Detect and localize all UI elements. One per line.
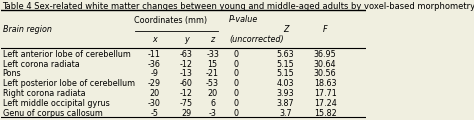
- Text: 0: 0: [234, 69, 239, 78]
- Text: -36: -36: [148, 60, 161, 69]
- Text: z: z: [210, 35, 215, 44]
- Text: -33: -33: [206, 50, 219, 59]
- Text: -75: -75: [180, 99, 193, 108]
- Text: 5.63: 5.63: [277, 50, 294, 59]
- Text: -12: -12: [180, 60, 193, 69]
- Text: -30: -30: [148, 99, 161, 108]
- Text: -53: -53: [206, 79, 219, 88]
- Text: -9: -9: [150, 69, 158, 78]
- Text: 15: 15: [208, 60, 218, 69]
- Text: -12: -12: [180, 89, 193, 98]
- Text: 6: 6: [210, 99, 215, 108]
- Text: 5.15: 5.15: [277, 60, 294, 69]
- Text: 18.63: 18.63: [314, 79, 337, 88]
- Text: Coordinates (mm): Coordinates (mm): [135, 16, 208, 25]
- Text: 15.82: 15.82: [314, 109, 337, 118]
- Text: (uncorrected): (uncorrected): [229, 35, 283, 44]
- Text: y: y: [184, 35, 189, 44]
- Text: Brain region: Brain region: [2, 25, 52, 34]
- Text: 0: 0: [234, 60, 239, 69]
- Text: Table 4 Sex-related white matter changes between young and middle-aged adults by: Table 4 Sex-related white matter changes…: [2, 3, 474, 12]
- Text: 3.7: 3.7: [279, 109, 292, 118]
- Text: x: x: [152, 35, 156, 44]
- Text: -60: -60: [180, 79, 193, 88]
- Text: 36.95: 36.95: [314, 50, 337, 59]
- Text: 0: 0: [234, 50, 239, 59]
- Text: Left anterior lobe of cerebellum: Left anterior lobe of cerebellum: [2, 50, 130, 59]
- Text: 17.71: 17.71: [314, 89, 337, 98]
- Text: 0: 0: [234, 109, 239, 118]
- Text: 0: 0: [234, 79, 239, 88]
- Text: 17.24: 17.24: [314, 99, 337, 108]
- Text: Left posterior lobe of cerebellum: Left posterior lobe of cerebellum: [2, 79, 135, 88]
- Text: 29: 29: [181, 109, 191, 118]
- Text: Right corona radiata: Right corona radiata: [2, 89, 85, 98]
- Text: 3.87: 3.87: [277, 99, 294, 108]
- Text: 30.64: 30.64: [314, 60, 337, 69]
- Text: Pons: Pons: [2, 69, 21, 78]
- Text: F: F: [323, 25, 328, 34]
- Text: -29: -29: [147, 79, 161, 88]
- Text: Z: Z: [283, 25, 289, 34]
- Text: 3.93: 3.93: [277, 89, 294, 98]
- Text: 0: 0: [234, 99, 239, 108]
- Text: -5: -5: [150, 109, 158, 118]
- Text: Left middle occipital gyrus: Left middle occipital gyrus: [2, 99, 109, 108]
- Text: -63: -63: [180, 50, 193, 59]
- Text: -13: -13: [180, 69, 193, 78]
- Text: Left corona radiata: Left corona radiata: [2, 60, 79, 69]
- Text: Genu of corpus callosum: Genu of corpus callosum: [2, 109, 102, 118]
- Text: 30.56: 30.56: [314, 69, 337, 78]
- Text: 0: 0: [234, 89, 239, 98]
- Text: -3: -3: [209, 109, 217, 118]
- Text: P-value: P-value: [229, 15, 258, 24]
- Text: 5.15: 5.15: [277, 69, 294, 78]
- Text: -21: -21: [206, 69, 219, 78]
- Text: 20: 20: [208, 89, 218, 98]
- Text: 4.03: 4.03: [277, 79, 294, 88]
- Text: 20: 20: [149, 89, 159, 98]
- Text: -11: -11: [148, 50, 161, 59]
